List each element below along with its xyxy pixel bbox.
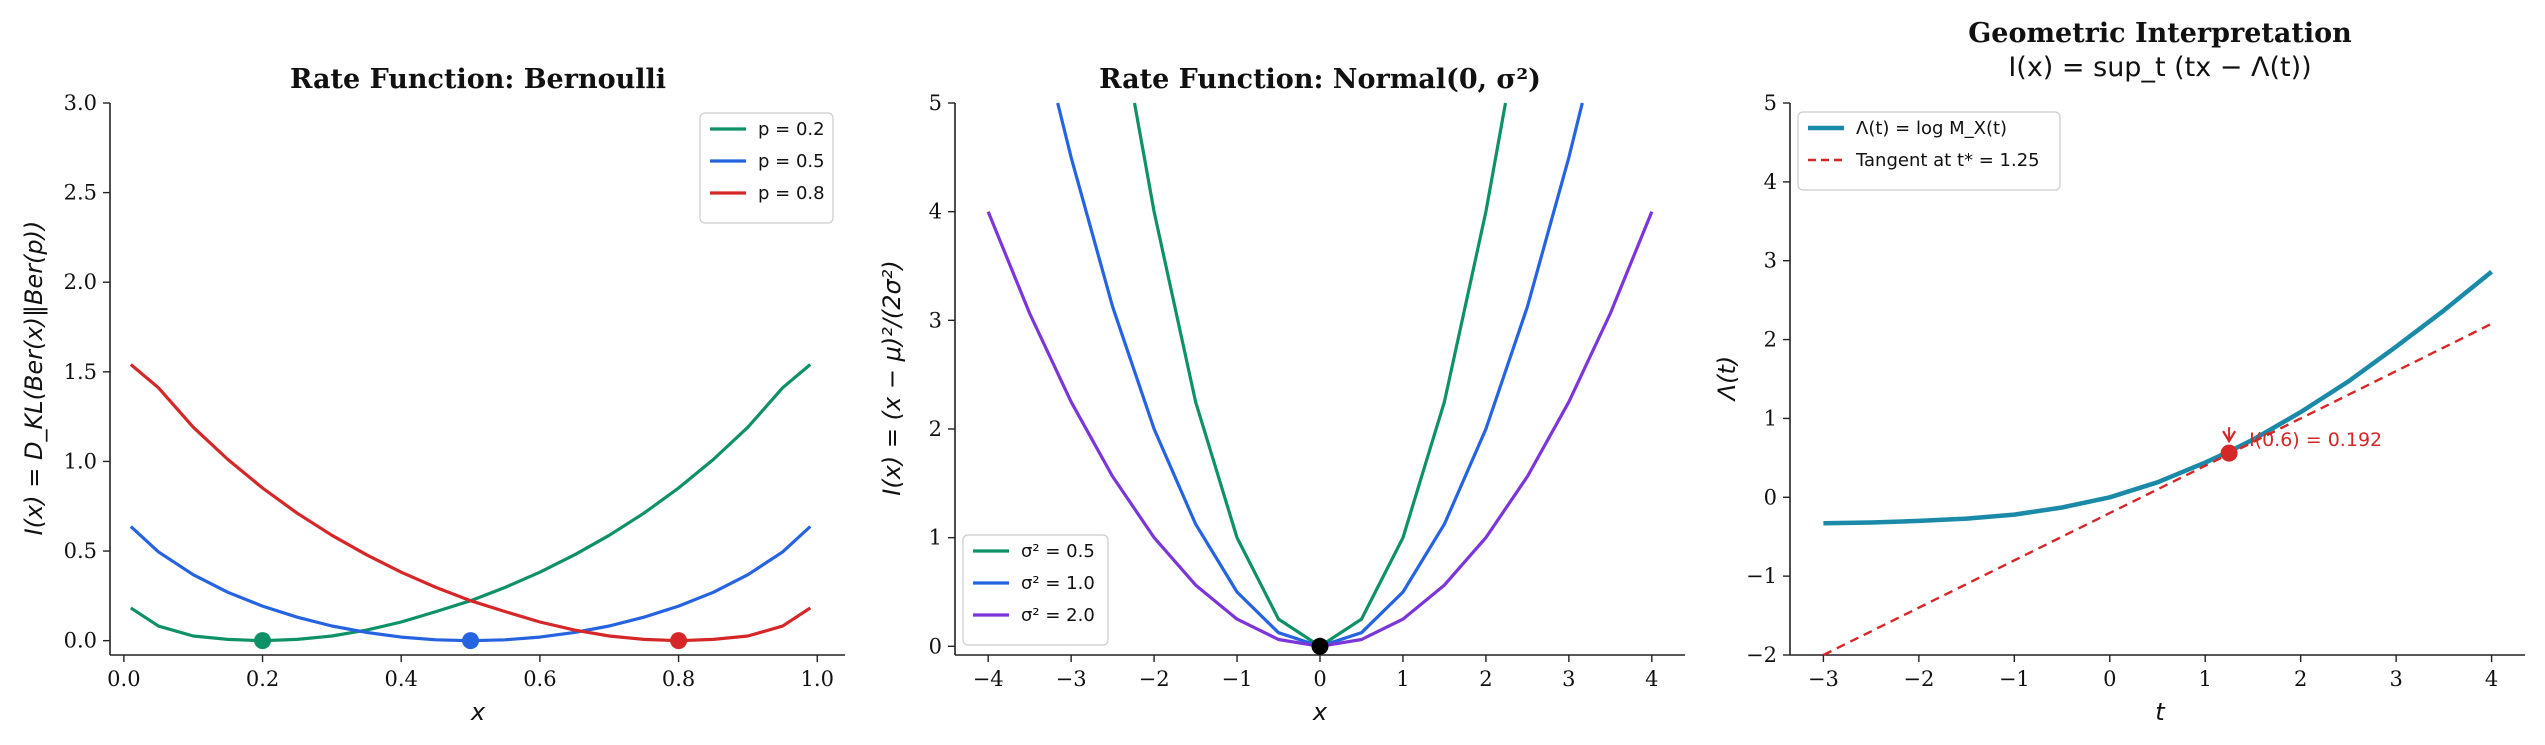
panel-subtitle: I(x) = sup_t (tx − Λ(t)) [2008,52,2311,83]
series-minimum-marker [670,632,688,650]
x-tick-label: 0.6 [523,667,556,691]
y-tick-label: 4 [1764,170,1777,194]
annotation-arrow [2222,430,2237,444]
series-line [1823,270,2494,526]
x-tick-label: 2 [1479,667,1492,691]
x-tick-label: 0 [1313,667,1326,691]
legend-label: p = 0.8 [758,183,825,204]
legend-label: Tangent at t* = 1.25 [1855,150,2040,171]
y-tick-label: 0 [1764,485,1777,509]
y-tick-label: −1 [1746,564,1777,588]
highlight-point [2220,444,2238,462]
y-axis-label: I(x) = D_KL(Ber(x)‖Ber(p)) [20,221,48,536]
y-axis-label: Λ(t) [1713,356,1741,403]
legend-label: σ² = 1.0 [1021,573,1095,594]
y-tick-label: 5 [929,91,942,115]
y-tick-label: 3 [929,308,942,332]
y-tick-label: 4 [929,200,942,224]
legend-frame [699,112,834,224]
panel-normal: Rate Function: Normal(0, σ²) −4 −3 −2 −1 0 1 2… [878,64,1685,726]
y-tick-label: 1 [929,526,942,550]
x-tick-label: −4 [973,667,1004,691]
x-tick-label: 0 [2103,667,2116,691]
y-tick-label: 0 [929,634,942,658]
legend-label: σ² = 0.5 [1021,541,1095,562]
y-tick-label: 2.5 [64,181,97,205]
y-tick-label: 5 [1764,91,1777,115]
x-tick-label: 0.8 [662,667,695,691]
x-tick-label: −2 [1139,667,1170,691]
x-tick-label: 1.0 [801,667,834,691]
x-axis-label: t [2155,698,2166,726]
x-tick-label: 1 [2199,667,2212,691]
series-line [1056,102,1584,648]
legend-label: p = 0.2 [758,119,825,140]
y-tick-label: 1.0 [64,449,97,473]
panel-title: Geometric Interpretation [1968,18,2352,49]
y-tick-label: 2 [1764,328,1777,352]
y-tick-label: 3.0 [64,91,97,115]
x-axis-label: x [1312,698,1328,726]
series-line [1822,322,2493,657]
x-tick-label: 3 [2389,667,2402,691]
y-tick-label: 0.0 [64,629,97,653]
legend-frame [1797,111,2061,191]
series-line [129,525,812,643]
legend: σ² = 0.5 σ² = 1.0 σ² = 2.0 [962,534,1109,646]
x-tick-label: −1 [1999,667,2030,691]
y-tick-label: 0.5 [64,539,97,563]
x-tick-label: 4 [2485,667,2498,691]
x-tick-label: −2 [1903,667,1934,691]
series-minimum-marker [462,632,480,650]
legend-label: σ² = 2.0 [1021,605,1095,626]
x-tick-label: 0.4 [385,667,418,691]
legend-label: Λ(t) = log M_X(t) [1856,118,2007,139]
y-tick-label: 1.5 [64,360,97,384]
series-minimum-marker [254,632,272,650]
y-tick-label: −2 [1746,643,1777,667]
x-tick-label: −3 [1808,667,1839,691]
x-tick-label: 3 [1562,667,1575,691]
legend: Λ(t) = log M_X(t) Tangent at t* = 1.25 [1797,111,2061,191]
x-tick-label: 0.2 [246,667,279,691]
x-tick-label: −1 [1222,667,1253,691]
y-axis-label: I(x) = (x − μ)²/(2σ²) [878,260,906,495]
panel-geometric: Geometric Interpretation I(x) = sup_t (t… [1713,18,2525,726]
x-tick-label: 4 [1645,667,1658,691]
x-axis-label: x [470,698,486,726]
legend-frame [962,534,1109,646]
x-tick-label: 0.0 [107,667,140,691]
series-line [1132,102,1508,648]
y-tick-label: 2.0 [64,270,97,294]
panel-title: Rate Function: Normal(0, σ²) [1099,64,1541,95]
legend: p = 0.2 p = 0.5 p = 0.8 [699,112,834,224]
y-tick-label: 1 [1764,406,1777,430]
series-line [129,363,812,643]
y-tick-label: 3 [1764,249,1777,273]
x-tick-label: 1 [1396,667,1409,691]
annotation: I(0.6) = 0.192 [2249,429,2382,451]
x-tick-label: −3 [1056,667,1087,691]
x-tick-label: 2 [2294,667,2307,691]
highlight-point [1311,637,1329,655]
panel-bernoulli: Rate Function: Bernoulli 0.0 0.2 0.4 0.6 0.8… [20,64,845,726]
y-tick-label: 2 [929,417,942,441]
legend-label: p = 0.5 [758,151,825,172]
panel-title: Rate Function: Bernoulli [290,64,666,95]
